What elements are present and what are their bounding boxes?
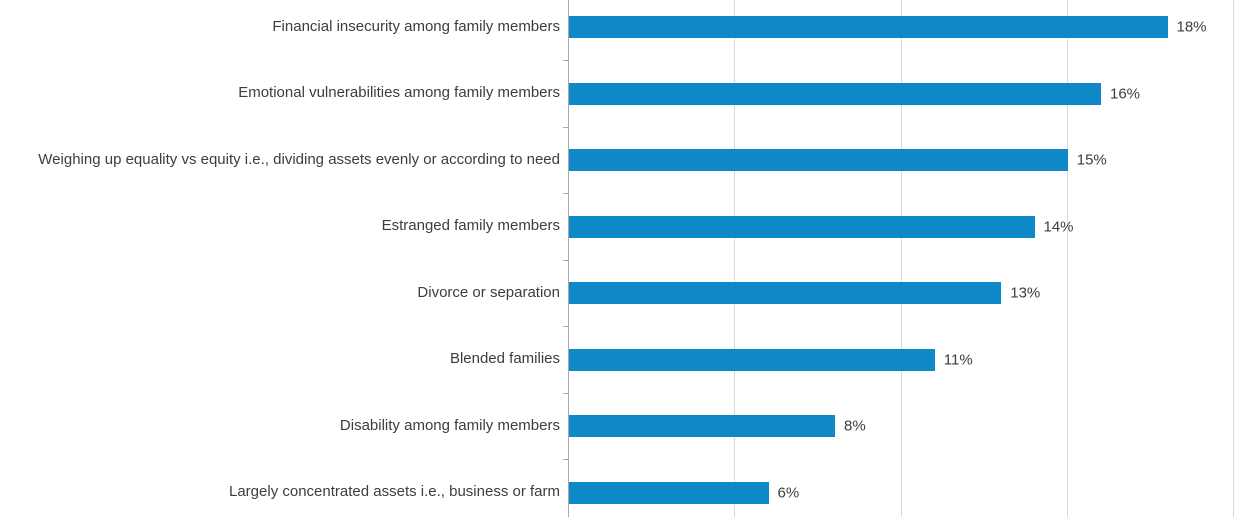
bar [569, 82, 1101, 105]
value-label: 6% [777, 484, 800, 501]
value-label: 14% [1043, 218, 1074, 235]
y-axis-tick [563, 60, 568, 62]
gridline-15pct [1066, 0, 1068, 517]
category-label-text: Weighing up equality vs equity i.e., div… [38, 150, 560, 168]
bar [569, 149, 1068, 171]
category-label: Divorce or separation [0, 260, 560, 327]
bar [569, 481, 769, 504]
value-label: 16% [1110, 85, 1141, 102]
category-label-text: Financial insecurity among family member… [272, 17, 560, 35]
value-label: 8% [844, 417, 866, 435]
bar [569, 282, 1002, 304]
gridline-5pct [734, 0, 736, 517]
category-label-text: Disability among family members [339, 416, 560, 434]
category-label: Emotional vulnerabilities among family m… [0, 60, 560, 127]
category-label-text: Divorce or separation [417, 283, 560, 301]
y-axis-tick [563, 126, 568, 128]
y-axis-line [568, 0, 569, 517]
value-label: 15% [1076, 151, 1107, 169]
category-label: Largely concentrated assets i.e., busine… [0, 459, 560, 517]
value-label: 18% [1176, 18, 1207, 36]
category-label-text: Emotional vulnerabilities among family m… [238, 84, 560, 102]
gridline-10pct [900, 0, 902, 517]
gridline-20pct [1233, 0, 1234, 517]
category-label: Estranged family members [0, 193, 560, 260]
bar [569, 215, 1035, 238]
value-label: 11% [943, 351, 973, 368]
y-axis-tick [563, 459, 568, 461]
y-axis-tick [563, 259, 568, 261]
category-label-text: Blended families [449, 350, 560, 368]
category-label: Financial insecurity among family member… [0, 0, 560, 60]
value-label: 13% [1010, 284, 1041, 302]
category-label: Disability among family members [0, 393, 560, 460]
y-axis-tick [563, 193, 568, 195]
y-axis-tick [563, 392, 568, 394]
category-label: Weighing up equality vs equity i.e., div… [0, 127, 560, 194]
bar [569, 348, 935, 371]
bar [569, 415, 835, 437]
category-label-text: Largely concentrated assets i.e., busine… [229, 483, 560, 501]
category-label-text: Estranged family members [381, 217, 560, 235]
category-label: Blended families [0, 326, 560, 393]
y-axis-tick [563, 326, 568, 328]
bar [569, 16, 1168, 38]
